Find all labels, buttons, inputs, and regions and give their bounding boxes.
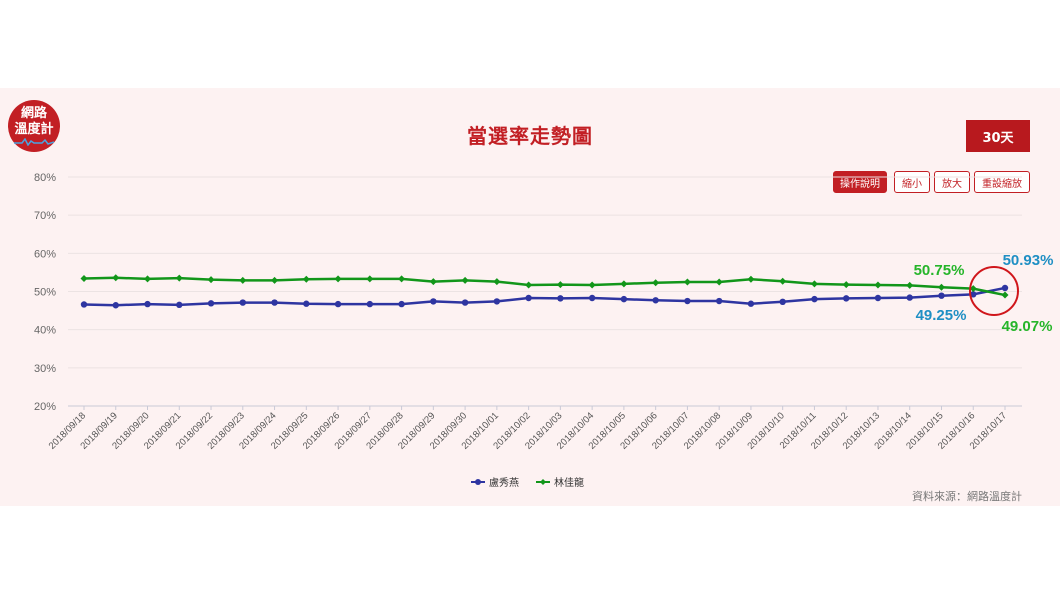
y-tick-label: 80% [34, 172, 56, 184]
data-point[interactable] [683, 278, 691, 286]
data-point[interactable] [112, 274, 120, 282]
legend-item-series-1[interactable]: 盧秀燕 [471, 476, 519, 489]
data-point[interactable] [176, 301, 183, 309]
data-point[interactable] [906, 294, 913, 301]
data-point[interactable] [493, 278, 501, 286]
highlight-circle [969, 266, 1019, 316]
data-point[interactable] [80, 301, 88, 308]
data-point[interactable] [302, 275, 310, 283]
annotation-green-end: 50.75% [914, 262, 965, 279]
legend-label-series-1: 盧秀燕 [489, 476, 519, 489]
data-point[interactable] [684, 297, 691, 305]
data-point[interactable] [207, 300, 215, 307]
data-point[interactable] [779, 277, 787, 285]
data-point[interactable] [906, 281, 914, 289]
data-point[interactable] [810, 280, 818, 288]
data-point[interactable] [779, 298, 786, 306]
data-point[interactable] [334, 300, 342, 308]
series-line-1 [83, 286, 1006, 307]
data-point[interactable] [747, 275, 755, 283]
logo-line1: 網路 [20, 106, 47, 121]
data-point[interactable] [525, 281, 533, 289]
legend-label-series-2: 林佳龍 [554, 476, 584, 489]
annotation-green-after: 49.07% [1002, 318, 1053, 335]
data-point[interactable] [556, 281, 564, 289]
data-point[interactable] [1001, 284, 1009, 292]
data-point[interactable] [525, 294, 532, 302]
data-point[interactable] [207, 276, 215, 284]
data-point[interactable] [144, 275, 152, 283]
data-point[interactable] [715, 278, 723, 286]
y-tick-label: 50% [34, 287, 56, 299]
data-point[interactable] [588, 281, 596, 289]
data-point[interactable] [747, 300, 755, 307]
data-point[interactable] [557, 295, 564, 302]
legend-item-series-2[interactable]: 林佳龍 [536, 476, 584, 489]
data-point[interactable] [1001, 291, 1009, 299]
y-tick-label: 70% [34, 210, 56, 222]
data-point[interactable] [620, 295, 628, 303]
data-point[interactable] [493, 298, 501, 305]
heartbeat-icon [14, 138, 54, 146]
data-point[interactable] [112, 302, 119, 309]
logo-line2: 溫度計 [14, 122, 54, 137]
data-point[interactable] [461, 276, 469, 284]
data-point[interactable] [461, 299, 469, 306]
data-point[interactable] [398, 275, 406, 283]
data-point[interactable] [843, 295, 850, 302]
data-point[interactable] [811, 295, 818, 303]
data-point[interactable] [239, 299, 246, 306]
data-point[interactable] [652, 279, 660, 287]
data-point[interactable] [366, 300, 374, 308]
data-point[interactable] [429, 278, 437, 286]
annotation-blue-end: 50.93% [1003, 252, 1054, 269]
data-point[interactable] [366, 275, 374, 283]
data-point[interactable] [271, 276, 279, 284]
data-point[interactable] [652, 297, 659, 304]
range-30-days-button[interactable]: 30天 [966, 120, 1030, 152]
data-point[interactable] [271, 299, 278, 306]
series-line-2 [83, 276, 1006, 297]
data-point[interactable] [874, 294, 882, 302]
data-point[interactable] [80, 275, 88, 283]
data-point[interactable] [144, 300, 151, 308]
data-point[interactable] [239, 276, 247, 284]
data-source: 資料來源：網路溫度計 [912, 490, 1022, 503]
data-point[interactable] [970, 291, 977, 298]
y-tick-label: 20% [34, 401, 56, 413]
data-point[interactable] [874, 281, 882, 289]
data-point[interactable] [938, 292, 945, 299]
y-tick-label: 30% [34, 363, 56, 375]
data-point[interactable] [715, 297, 723, 305]
data-point[interactable] [620, 280, 628, 288]
site-logo: 網路 溫度計 [8, 100, 60, 152]
annotation-blue-before: 49.25% [916, 307, 967, 324]
data-point[interactable] [175, 274, 183, 282]
data-point[interactable] [430, 298, 437, 305]
y-tick-label: 40% [34, 325, 56, 337]
data-point[interactable] [303, 300, 310, 307]
data-point[interactable] [842, 281, 850, 289]
data-point[interactable] [334, 275, 342, 283]
data-point[interactable] [588, 294, 596, 302]
data-point[interactable] [398, 300, 405, 308]
chart-title: 當選率走勢圖 [467, 124, 593, 148]
y-tick-label: 60% [34, 248, 56, 260]
data-point[interactable] [937, 283, 945, 291]
data-point[interactable] [969, 285, 977, 293]
